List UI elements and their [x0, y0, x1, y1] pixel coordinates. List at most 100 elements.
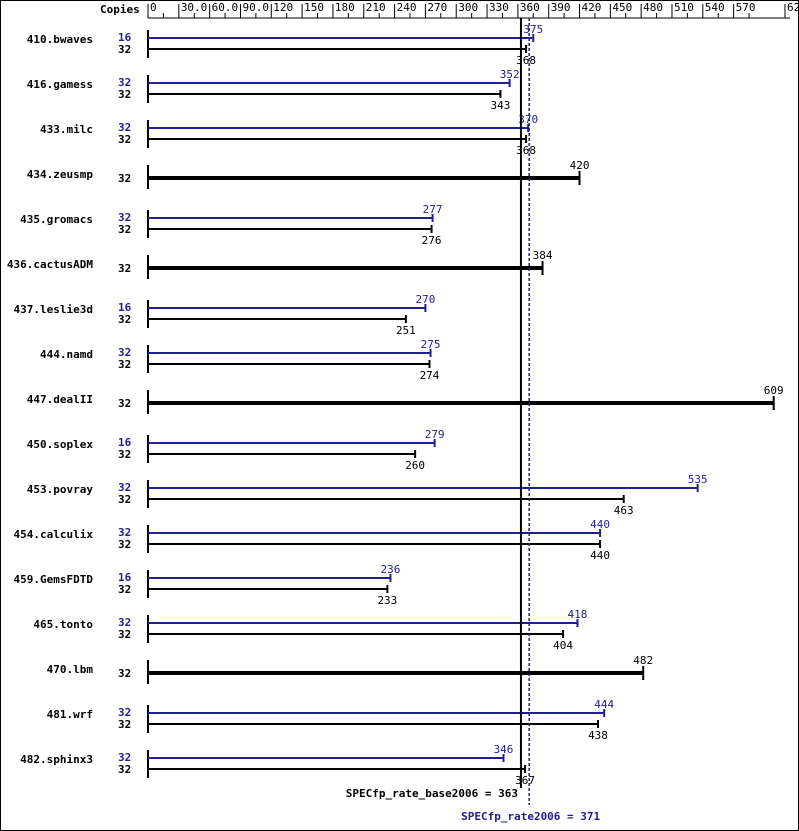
base-value-label: 233 — [377, 594, 397, 607]
x-tick-label: 510 — [674, 1, 694, 14]
peak-copies: 16 — [118, 31, 132, 44]
base-value-label: 343 — [490, 99, 510, 112]
peak-value-label: 375 — [523, 23, 543, 36]
base-value-label: 609 — [764, 384, 784, 397]
x-tick-label: 360 — [520, 1, 540, 14]
benchmark-row: 453.povray 32 535 32 463 — [27, 473, 708, 517]
peak-copies: 16 — [118, 571, 132, 584]
base-value-label: 438 — [588, 729, 608, 742]
benchmark-row: 434.zeusmp 32 420 — [27, 159, 589, 189]
x-tick-label: 450 — [612, 1, 632, 14]
base-copies: 32 — [118, 763, 131, 776]
peak-value-label: 440 — [590, 518, 610, 531]
base-value-label: 367 — [515, 774, 535, 787]
base-copies: 32 — [118, 538, 131, 551]
benchmark-name: 433.milc — [40, 123, 93, 136]
benchmark-row: 465.tonto 32 418 32 404 — [33, 608, 587, 652]
benchmark-row: 436.cactusADM 32 384 — [7, 249, 553, 279]
benchmark-row: 450.soplex 16 279 32 260 — [27, 428, 445, 472]
peak-value-label: 352 — [500, 68, 520, 81]
benchmark-name: 434.zeusmp — [27, 168, 94, 181]
peak-value-label: 275 — [421, 338, 441, 351]
benchmark-name: 444.namd — [40, 348, 93, 361]
base-copies: 32 — [118, 397, 131, 410]
benchmark-name: 453.povray — [27, 483, 94, 496]
base-value-label: 404 — [553, 639, 573, 652]
benchmark-name: 435.gromacs — [20, 213, 93, 226]
x-tick-label: 540 — [705, 1, 725, 14]
base-value-label: 276 — [422, 234, 442, 247]
peak-copies: 32 — [118, 526, 131, 539]
x-tick-label: 390 — [551, 1, 571, 14]
base-copies: 32 — [118, 43, 131, 56]
base-copies: 32 — [118, 448, 131, 461]
x-axis-ticks: 0 30.0 60.0 90.0 120 150 180 210 240 270 300 330 360… — [147, 1, 799, 18]
peak-copies: 32 — [118, 751, 131, 764]
x-tick-label: 150 — [304, 1, 324, 14]
benchmark-row: 447.dealII 32 609 — [27, 384, 784, 414]
base-copies: 32 — [118, 358, 131, 371]
base-copies: 32 — [118, 583, 131, 596]
peak-value-label: 270 — [415, 293, 435, 306]
base-value-label: 482 — [633, 654, 653, 667]
base-value-label: 463 — [614, 504, 634, 517]
peak-value-label: 418 — [568, 608, 588, 621]
peak-copies: 16 — [118, 436, 132, 449]
copies-header: Copies — [100, 3, 140, 16]
peak-value-label: 279 — [425, 428, 445, 441]
peak-copies: 32 — [118, 76, 131, 89]
peak-value-label: 535 — [688, 473, 708, 486]
x-tick-label: 420 — [582, 1, 602, 14]
benchmark-row: 435.gromacs 32 277 32 276 — [20, 203, 442, 247]
base-copies: 32 — [118, 88, 131, 101]
base-copies: 32 — [118, 628, 131, 641]
benchmark-name: 447.dealII — [27, 393, 93, 406]
benchmark-name: 454.calculix — [14, 528, 94, 541]
benchmark-row: 459.GemsFDTD 16 236 32 233 — [14, 563, 401, 607]
peak-copies: 32 — [118, 616, 131, 629]
benchmark-name: 416.gamess — [27, 78, 93, 91]
base-copies: 32 — [118, 667, 131, 680]
x-tick-label: 180 — [335, 1, 355, 14]
x-tick-label: 300 — [458, 1, 478, 14]
x-tick-label: 620 — [787, 1, 799, 14]
peak-value-label: 370 — [518, 113, 538, 126]
base-summary-label: SPECfp_rate_base2006 = 363 — [346, 787, 518, 800]
x-tick-label: 330 — [489, 1, 509, 14]
base-copies: 32 — [118, 718, 131, 731]
base-copies: 32 — [118, 313, 131, 326]
benchmark-name: 459.GemsFDTD — [14, 573, 94, 586]
x-tick-label: 60.0 — [212, 1, 239, 14]
peak-summary-label: SPECfp_rate2006 = 371 — [461, 810, 600, 823]
benchmark-row: 470.lbm 32 482 — [47, 654, 653, 684]
x-tick-label: 270 — [427, 1, 447, 14]
peak-copies: 32 — [118, 121, 131, 134]
benchmark-name: 410.bwaves — [27, 33, 93, 46]
peak-copies: 32 — [118, 481, 131, 494]
reference-lines: SPECfp_rate_base2006 = 363 SPECfp_rate200… — [346, 18, 601, 823]
peak-value-label: 346 — [494, 743, 514, 756]
benchmark-name: 437.leslie3d — [14, 303, 93, 316]
x-tick-label: 90.0 — [242, 1, 269, 14]
benchmark-row: 454.calculix 32 440 32 440 — [14, 518, 610, 562]
benchmark-row: 416.gamess 32 352 32 343 — [27, 68, 520, 112]
base-value-label: 251 — [396, 324, 416, 337]
x-tick-label: 570 — [736, 1, 756, 14]
x-tick-label: 30.0 — [181, 1, 208, 14]
base-value-label: 440 — [590, 549, 610, 562]
benchmark-rows: 410.bwaves 16 375 32 368 416.gamess 32 352 32 343… — [7, 23, 784, 787]
benchmark-row: 482.sphinx3 32 346 32 367 — [20, 743, 535, 787]
benchmark-name: 450.soplex — [27, 438, 94, 451]
base-value-label: 368 — [516, 54, 536, 67]
base-value-label: 384 — [533, 249, 553, 262]
benchmark-name: 465.tonto — [33, 618, 93, 631]
benchmark-row: 437.leslie3d 16 270 32 251 — [14, 293, 436, 337]
base-copies: 32 — [118, 172, 131, 185]
base-value-label: 260 — [405, 459, 425, 472]
benchmark-row: 481.wrf 32 444 32 438 — [47, 698, 615, 742]
x-tick-label: 120 — [273, 1, 293, 14]
benchmark-name: 470.lbm — [47, 663, 94, 676]
base-copies: 32 — [118, 133, 131, 146]
base-value-label: 274 — [420, 369, 440, 382]
